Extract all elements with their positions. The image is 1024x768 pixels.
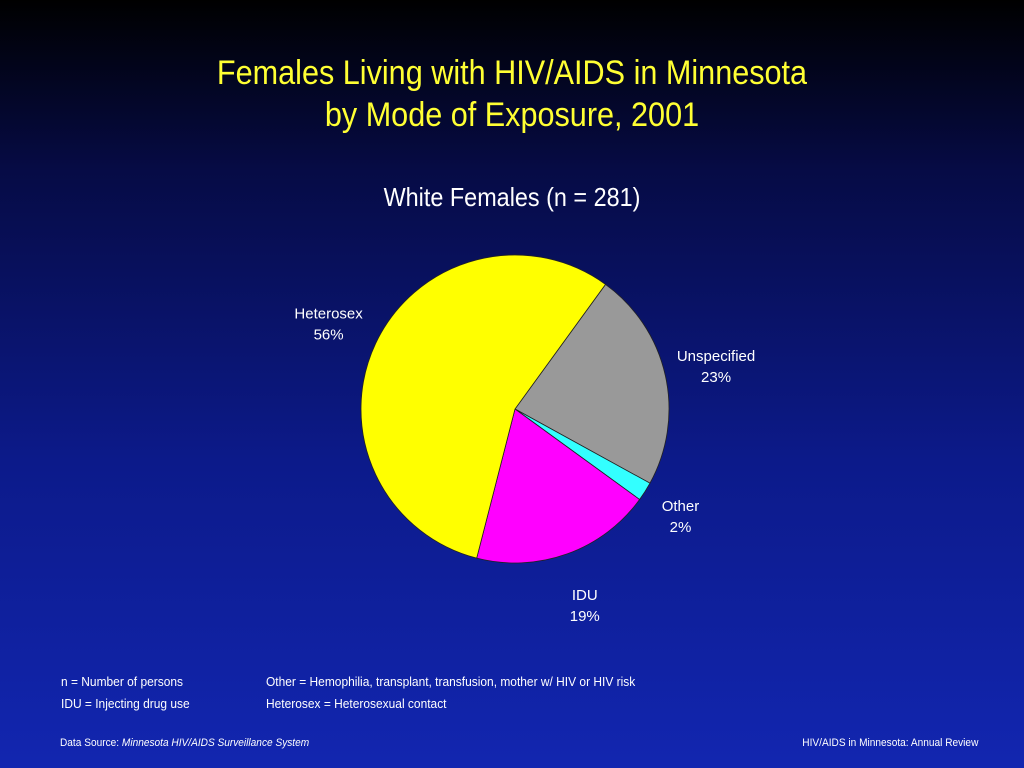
- pie-slice-unspecified: [514, 283, 670, 484]
- slice-label-idu: IDU 19%: [570, 587, 600, 625]
- data-source-name: Minnesota HIV/AIDS Surveillance System: [121, 737, 310, 749]
- pie-chart: Unspecified 23% Other 2% IDU 19% Heterosex 56%: [294, 254, 755, 625]
- note-idu-definition: IDU = Injecting drug use: [61, 696, 190, 711]
- slice-percent-idu: 19%: [570, 608, 600, 625]
- note-other-definition: Other = Hemophilia, transplant, transfus…: [266, 674, 636, 689]
- data-source-prefix: Data Source:: [60, 737, 120, 749]
- slice-label-other: Other 2%: [662, 498, 700, 536]
- slice-category-heterosex: Heterosex: [294, 305, 363, 322]
- note-heterosex-definition: Heterosex = Heterosexual contact: [266, 696, 447, 711]
- slice-percent-unspecified: 23%: [701, 369, 731, 386]
- data-source: Data Source: Minnesota HIV/AIDS Surveill…: [60, 737, 309, 749]
- note-n-definition: n = Number of persons: [61, 674, 184, 689]
- pie-slice-idu: [476, 408, 641, 564]
- slice-percent-heterosex: 56%: [314, 326, 344, 343]
- slice-category-idu: IDU: [572, 587, 598, 604]
- slice-category-unspecified: Unspecified: [677, 348, 755, 365]
- slice-label-heterosex: Heterosex 56%: [294, 305, 363, 343]
- slice-category-other: Other: [662, 498, 700, 515]
- report-name: HIV/AIDS in Minnesota: Annual Review: [801, 737, 978, 749]
- pie-slice-heterosex: [360, 254, 607, 559]
- page-title-line2: by Mode of Exposure, 2001: [324, 96, 700, 134]
- page-title-line1: Females Living with HIV/AIDS in Minnesot…: [216, 54, 808, 92]
- slice-percent-other: 2%: [670, 519, 692, 536]
- chart-title: White Females (n = 281): [383, 182, 641, 212]
- slice-label-unspecified: Unspecified 23%: [677, 348, 755, 386]
